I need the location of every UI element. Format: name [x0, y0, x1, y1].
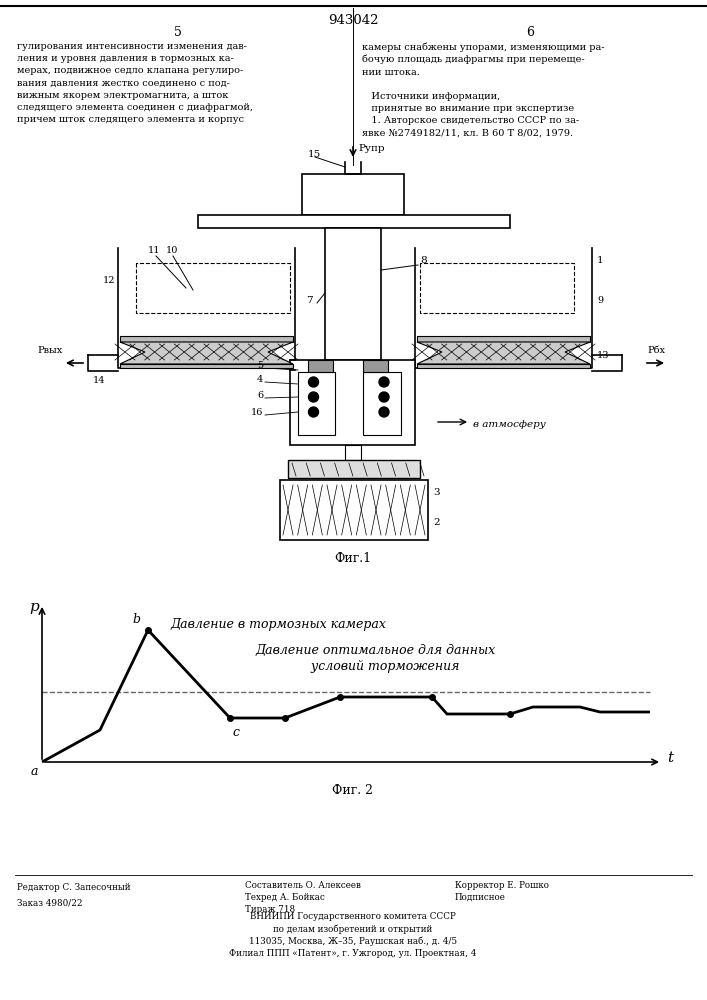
Text: 5: 5	[174, 26, 182, 39]
Text: Рбх: Рбх	[647, 346, 665, 355]
Text: 14: 14	[93, 376, 105, 385]
Bar	[198, 215, 510, 228]
Text: 10: 10	[166, 246, 178, 255]
Text: 5: 5	[257, 361, 263, 370]
Text: камеры снабжены упорами, изменяющими ра-
бочую площадь диафрагмы при перемеще-
н: камеры снабжены упорами, изменяющими ра-…	[362, 42, 604, 137]
Text: 2: 2	[433, 518, 440, 527]
Bar	[280, 480, 428, 540]
Text: Давление оптимальное для данных
     условий торможения: Давление оптимальное для данных условий …	[255, 644, 495, 673]
Text: Давление в тормозных камерах: Давление в тормозных камерах	[170, 618, 386, 631]
Text: 6: 6	[257, 391, 263, 400]
Text: 9: 9	[597, 296, 603, 305]
Bar	[290, 360, 415, 445]
Text: Редактор С. Запесочный: Редактор С. Запесочный	[17, 883, 131, 892]
Bar	[302, 174, 404, 215]
Text: 12: 12	[103, 276, 115, 285]
Circle shape	[308, 377, 318, 387]
Bar	[363, 372, 401, 435]
Text: Корректор Е. Рошко
Подписное: Корректор Е. Рошко Подписное	[455, 881, 549, 902]
Bar	[298, 372, 335, 435]
Text: 13: 13	[597, 351, 609, 360]
Text: 3: 3	[433, 488, 440, 497]
Bar	[120, 336, 293, 342]
Text: 15: 15	[308, 150, 321, 159]
Text: 11: 11	[148, 246, 160, 255]
Text: с: с	[232, 726, 239, 739]
Bar	[288, 460, 420, 478]
Text: Заказ 4980/22: Заказ 4980/22	[17, 898, 83, 907]
Text: гулирования интенсивности изменения дав-
ления и уровня давления в тормозных ка-: гулирования интенсивности изменения дав-…	[17, 42, 253, 124]
Polygon shape	[120, 342, 293, 364]
Text: Рупр: Рупр	[358, 144, 385, 153]
Circle shape	[379, 377, 389, 387]
Bar	[363, 360, 388, 372]
Text: b: b	[132, 613, 140, 626]
Text: ВНИИПИ Государственного комитета СССР
по делам изобретений и открытий
113035, Мо: ВНИИПИ Государственного комитета СССР по…	[229, 912, 477, 958]
Text: Рвых: Рвых	[37, 346, 63, 355]
Text: а: а	[30, 765, 37, 778]
Text: t: t	[667, 751, 673, 765]
Text: р: р	[29, 600, 39, 614]
Bar	[417, 336, 590, 342]
Bar	[417, 364, 590, 368]
Text: 943042: 943042	[328, 13, 378, 26]
Bar	[345, 445, 361, 460]
Circle shape	[308, 407, 318, 417]
Text: 8: 8	[420, 256, 426, 265]
Text: в атмосферу: в атмосферу	[473, 420, 546, 429]
Text: 6: 6	[526, 26, 534, 39]
Text: Фиг.1: Фиг.1	[334, 552, 372, 564]
Text: 1: 1	[597, 256, 604, 265]
Polygon shape	[417, 342, 590, 364]
Circle shape	[379, 407, 389, 417]
Circle shape	[308, 392, 318, 402]
Bar	[120, 364, 293, 368]
Text: Составитель О. Алексеев
Техред А. Бойкас
Тираж 718: Составитель О. Алексеев Техред А. Бойкас…	[245, 881, 361, 914]
Circle shape	[379, 392, 389, 402]
Text: Фиг. 2: Фиг. 2	[332, 784, 373, 796]
Bar	[308, 360, 333, 372]
Text: 4: 4	[257, 375, 263, 384]
Text: 16: 16	[250, 408, 263, 417]
Text: 7: 7	[306, 296, 313, 305]
Bar	[325, 228, 381, 360]
